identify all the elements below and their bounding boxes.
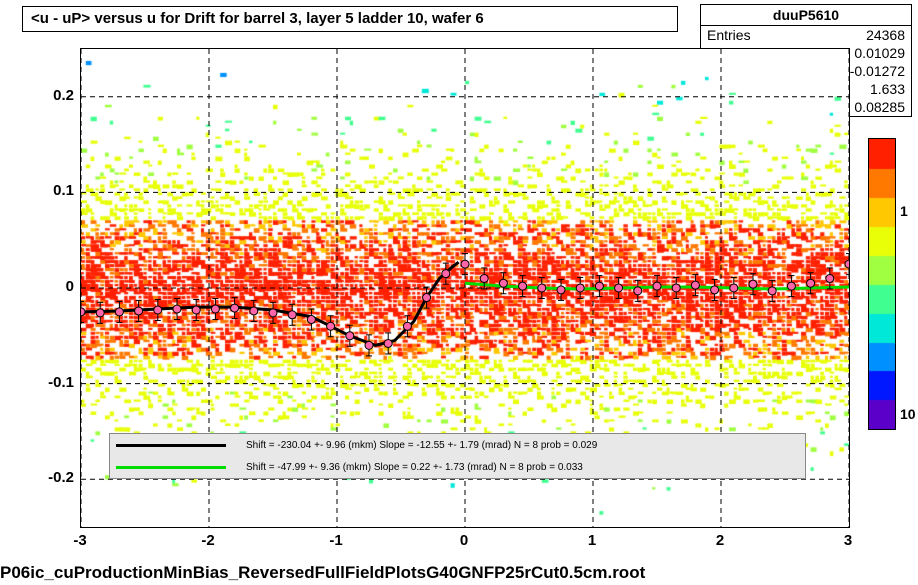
x-tick-label: 3 (844, 532, 852, 549)
x-tick-label: -3 (73, 532, 86, 549)
x-tick-label: -2 (201, 532, 214, 549)
colorbar-label: 10 (900, 406, 916, 422)
colorbar-label: 1 (900, 203, 908, 219)
stats-name: duuP5610 (701, 5, 911, 26)
plot-title: <u - uP> versus u for Drift for barrel 3… (22, 6, 678, 32)
y-tick-label: -0.1 (14, 374, 74, 391)
colorbar (868, 138, 896, 430)
x-tick-label: 1 (588, 532, 596, 549)
legend-swatch (116, 444, 226, 447)
fit-legend: Shift = -230.04 +- 9.96 (mkm) Slope = -1… (109, 433, 806, 479)
stat-value: 24368 (866, 27, 905, 43)
stat-row: Entries 24368 (701, 26, 911, 44)
y-tick-label: 0.2 (14, 87, 74, 104)
stat-value: 0.08285 (854, 99, 905, 115)
stat-label: Entries (707, 27, 751, 43)
legend-row: Shift = -47.99 +- 9.36 (mkm) Slope = 0.2… (110, 456, 805, 478)
legend-row: Shift = -230.04 +- 9.96 (mkm) Slope = -1… (110, 434, 805, 456)
legend-swatch (116, 466, 226, 469)
y-tick-label: 0 (14, 278, 74, 295)
y-tick-label: 0.1 (14, 182, 74, 199)
stat-value: -0.01272 (850, 63, 905, 79)
footer-filename: P06ic_cuProductionMinBias_ReversedFullFi… (0, 563, 645, 583)
stat-value: 0.01029 (854, 45, 905, 61)
plot-area: Shift = -230.04 +- 9.96 (mkm) Slope = -1… (80, 48, 850, 528)
x-tick-label: 0 (460, 532, 468, 549)
x-tick-label: 2 (716, 532, 724, 549)
legend-text: Shift = -47.99 +- 9.36 (mkm) Slope = 0.2… (246, 462, 583, 473)
colorbar-gradient (869, 139, 895, 429)
stat-value: 1.633 (870, 81, 905, 97)
y-tick-label: -0.2 (14, 469, 74, 486)
x-tick-label: -1 (329, 532, 342, 549)
legend-text: Shift = -230.04 +- 9.96 (mkm) Slope = -1… (246, 440, 597, 451)
